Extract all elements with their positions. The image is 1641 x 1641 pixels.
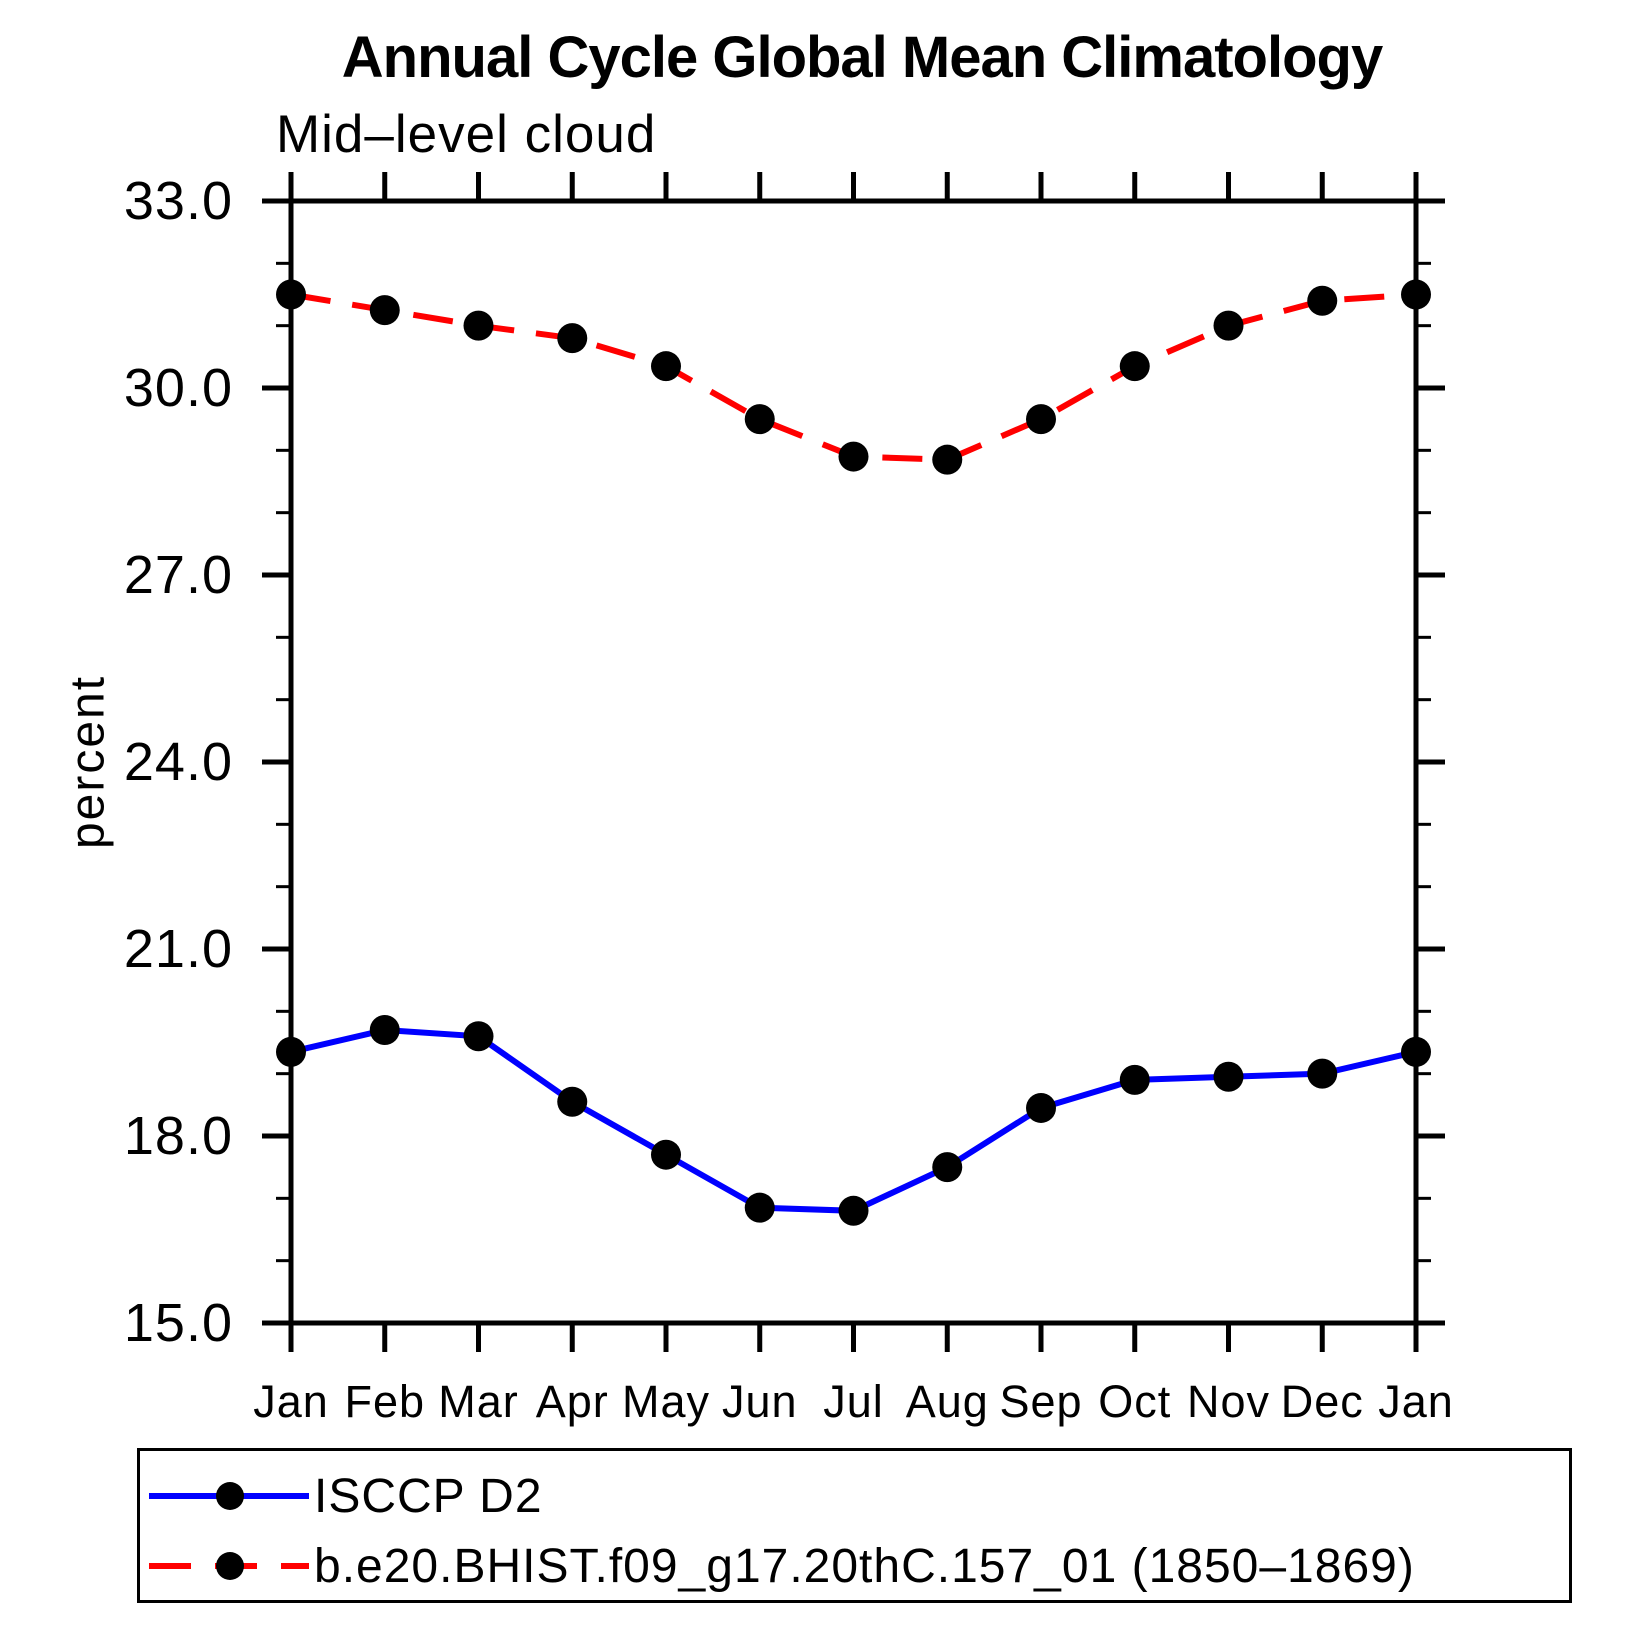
x-axis-tick-label: Sep <box>999 1376 1083 1427</box>
plot-frame <box>288 198 1419 1326</box>
x-axis-tick-label: Apr <box>535 1376 609 1427</box>
data-point-obs <box>369 1015 400 1046</box>
data-point-model <box>369 295 400 326</box>
data-point-model <box>1119 351 1150 382</box>
y-axis-tick-label: 21.0 <box>123 919 233 979</box>
x-axis-tick-label: Jan <box>253 1376 329 1427</box>
data-point-obs <box>463 1021 494 1052</box>
series-line-model <box>290 291 1417 463</box>
data-point-model <box>276 279 306 310</box>
data-point-obs <box>932 1152 963 1183</box>
x-axis-tick-label: Oct <box>1098 1376 1172 1427</box>
data-point-obs <box>1026 1092 1056 1123</box>
legend-label-model: b.e20.BHIST.f09_g17.20thC.157_01 (1850–1… <box>314 1539 1415 1593</box>
legend-entry-obs: ISCCP D2 <box>146 1468 543 1524</box>
x-axis-tick-label: Feb <box>344 1376 426 1427</box>
chart-title: Annual Cycle Global Mean Climatology <box>341 25 1383 90</box>
y-axis-tick-label: 18.0 <box>123 1106 233 1166</box>
data-point-obs <box>1213 1061 1244 1092</box>
x-axis-tick-label: Jul <box>823 1376 884 1427</box>
data-point-model <box>557 323 588 354</box>
y-axis-tick-label: 33.0 <box>123 171 233 231</box>
data-point-model <box>651 351 681 382</box>
data-point-obs <box>744 1192 775 1223</box>
legend-line-sample-dashed <box>149 1552 309 1580</box>
data-point-model <box>932 444 963 475</box>
legend-sample-marker <box>216 1552 244 1580</box>
y-axis-tick-label: 30.0 <box>123 358 233 418</box>
data-point-model <box>838 441 869 472</box>
legend-entry-model: b.e20.BHIST.f09_g17.20thC.157_01 (1850–1… <box>146 1538 1415 1594</box>
legend-box: ISCCP D2 b.e20.BHIST.f09_g17.20thC.157_0… <box>137 1448 1572 1603</box>
legend-sample-marker <box>216 1482 244 1510</box>
y-axis-tick-label: 15.0 <box>123 1293 233 1353</box>
x-axis-tick-label: May <box>621 1376 711 1427</box>
data-point-model <box>463 310 494 341</box>
y-axis-tick-label: 24.0 <box>123 732 233 792</box>
chart-subtitle: Mid–level cloud <box>276 105 657 164</box>
data-point-obs <box>1401 1036 1431 1067</box>
data-point-obs <box>651 1139 681 1170</box>
data-point-obs <box>276 1036 306 1067</box>
x-axis-tick-label: Mar <box>438 1376 519 1427</box>
data-point-model <box>1401 279 1431 310</box>
x-axis-tick-label: Dec <box>1280 1376 1364 1427</box>
x-axis-tick-label: Nov <box>1186 1376 1271 1427</box>
x-axis-tick-label: Jan <box>1378 1376 1454 1427</box>
data-point-obs <box>1307 1058 1338 1089</box>
y-axis-tick-label: 27.0 <box>123 545 233 605</box>
legend-label-obs: ISCCP D2 <box>314 1469 543 1523</box>
series-line-obs <box>290 1027 1417 1214</box>
data-point-model <box>744 404 775 435</box>
legend-line-sample-solid <box>149 1482 309 1510</box>
x-axis-tick-label: Aug <box>905 1376 989 1427</box>
data-point-model <box>1213 310 1244 341</box>
data-point-obs <box>838 1195 869 1226</box>
data-point-model <box>1026 404 1056 435</box>
x-axis-tick-label: Jun <box>721 1376 798 1427</box>
data-point-model <box>1307 285 1338 316</box>
data-point-obs <box>1119 1064 1150 1095</box>
data-point-obs <box>557 1086 588 1117</box>
